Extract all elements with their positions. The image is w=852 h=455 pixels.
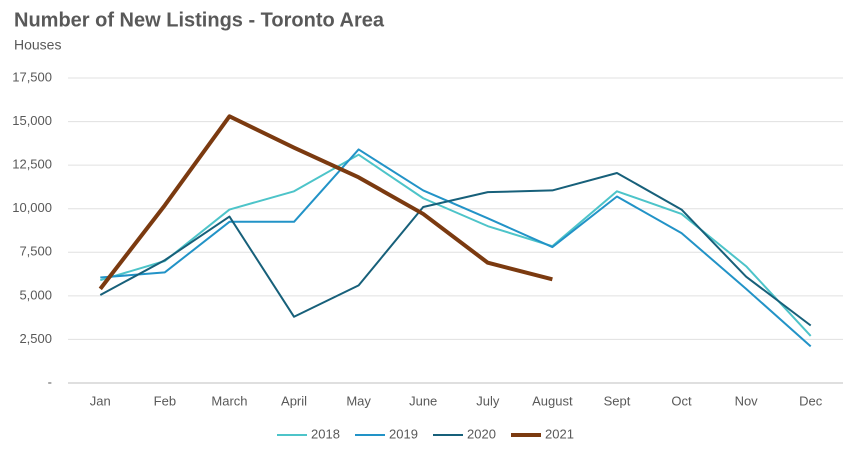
line-series (99, 171, 812, 327)
x-tick-label: June (409, 393, 437, 408)
x-tick-label: April (281, 393, 307, 408)
y-tick-label: 17,500 (12, 69, 52, 84)
x-tick-label: Jan (90, 393, 111, 408)
x-tick-label: August (532, 393, 573, 408)
legend-label: 2020 (467, 426, 496, 441)
y-tick-label: 7,500 (19, 244, 52, 259)
line-series (100, 153, 812, 337)
chart-title: Number of New Listings - Toronto Area (14, 9, 385, 31)
x-tick-label: Feb (154, 393, 176, 408)
y-tick-label: - (48, 374, 52, 389)
legend-label: 2021 (545, 426, 574, 441)
line-series (98, 114, 553, 291)
y-tick-label: 12,500 (12, 157, 52, 172)
legend-label: 2018 (311, 426, 340, 441)
legend-label: 2019 (389, 426, 418, 441)
line-series (100, 148, 812, 348)
x-tick-label: Oct (671, 393, 692, 408)
x-tick-label: Dec (799, 393, 823, 408)
x-tick-label: March (211, 393, 247, 408)
y-tick-label: 2,500 (19, 331, 52, 346)
y-tick-label: 10,000 (12, 200, 52, 215)
x-tick-label: Sept (604, 393, 631, 408)
y-tick-label: 5,000 (19, 287, 52, 302)
chart-subtitle: Houses (14, 37, 61, 53)
x-tick-label: May (346, 393, 371, 408)
y-tick-label: 15,000 (12, 113, 52, 128)
x-tick-label: July (476, 393, 500, 408)
x-tick-label: Nov (735, 393, 759, 408)
